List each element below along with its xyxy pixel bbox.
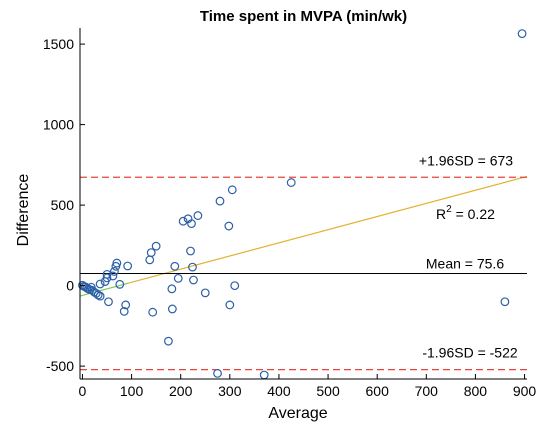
y-tick-label: 1500 xyxy=(43,36,74,52)
data-point-43 xyxy=(215,196,225,206)
data-point-25 xyxy=(145,255,155,265)
data-point-16 xyxy=(104,297,113,307)
r-squared-value: = 0.22 xyxy=(452,206,495,222)
x-tick-label: 600 xyxy=(366,383,390,399)
chart-title: Time spent in MVPA (min/wk) xyxy=(200,8,407,25)
upper-limit-label: +1.96SD = 673 xyxy=(419,152,513,168)
axes-frame xyxy=(79,28,527,380)
data-point-33 xyxy=(173,273,183,283)
data-point-22 xyxy=(119,306,129,316)
data-point-20 xyxy=(112,258,122,268)
data-point-12 xyxy=(95,279,105,289)
data-point-45 xyxy=(225,300,235,310)
data-point-46 xyxy=(227,185,237,195)
data-point-47 xyxy=(230,281,240,291)
data-point-38 xyxy=(188,262,197,272)
data-point-30 xyxy=(167,284,177,294)
x-tick-label: 700 xyxy=(415,383,439,399)
data-point-42 xyxy=(213,368,222,378)
data-point-41 xyxy=(200,288,210,298)
x-axis-ticks: 0 100 200 300 400 500 600 700 800 900 xyxy=(79,374,537,399)
y-tick-label: 0 xyxy=(66,278,74,294)
r-squared-base: R xyxy=(436,206,446,222)
data-point-10 xyxy=(93,290,103,300)
data-point-32 xyxy=(170,261,180,271)
y-tick-label: 1000 xyxy=(43,117,74,133)
data-point-17 xyxy=(108,271,118,281)
data-point-15 xyxy=(102,269,112,279)
data-point-18 xyxy=(109,267,119,276)
data-point-50 xyxy=(500,297,510,307)
x-tick-label: 800 xyxy=(464,383,488,399)
data-point-44 xyxy=(224,221,234,231)
r-squared-superscript: 2 xyxy=(446,204,452,215)
regression-line-group xyxy=(79,175,528,297)
x-tick-label: 200 xyxy=(169,383,193,399)
data-point-31 xyxy=(167,304,177,314)
data-point-27 xyxy=(148,307,158,317)
x-tick-label: 900 xyxy=(513,383,537,399)
data-point-40 xyxy=(193,211,203,220)
r-squared-label: R2 = 0.22 xyxy=(436,204,495,222)
data-point-14 xyxy=(102,273,112,283)
x-tick-label: 0 xyxy=(79,383,87,399)
data-point-36 xyxy=(186,246,195,256)
data-point-49 xyxy=(286,178,296,187)
data-point-48 xyxy=(259,370,269,380)
data-point-34 xyxy=(178,216,188,226)
x-tick-label: 400 xyxy=(267,383,291,399)
lower-limit-label: -1.96SD = -522 xyxy=(422,345,518,361)
y-tick-label: -500 xyxy=(46,358,74,374)
x-tick-label: 500 xyxy=(316,383,340,399)
y-axis-title: Difference xyxy=(15,174,32,247)
scatter-points xyxy=(78,29,527,380)
y-tick-label: 500 xyxy=(51,197,75,213)
x-tick-label: 100 xyxy=(120,383,144,399)
data-point-37 xyxy=(187,219,196,229)
data-point-21 xyxy=(115,279,125,289)
data-point-11 xyxy=(95,291,105,301)
data-point-23 xyxy=(121,300,131,310)
regression-line-low xyxy=(79,282,130,297)
data-point-28 xyxy=(151,241,161,251)
x-tick-label: 300 xyxy=(218,383,242,399)
data-point-24 xyxy=(123,261,133,271)
x-axis-title: Average xyxy=(268,405,327,422)
y-axis-ticks: -500 0 500 1000 1500 xyxy=(43,36,85,374)
data-point-39 xyxy=(189,275,198,285)
data-point-51 xyxy=(517,29,527,39)
data-point-26 xyxy=(146,248,156,258)
data-point-29 xyxy=(164,336,173,346)
mean-label: Mean = 75.6 xyxy=(426,255,504,271)
